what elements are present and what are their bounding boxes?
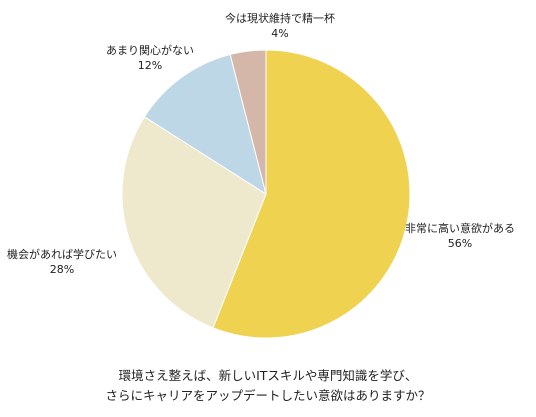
slice-value-label-1: 28%	[50, 263, 74, 276]
pie-slice-1	[121, 116, 267, 329]
pie-slice-3	[229, 49, 267, 195]
pie-labels: 非常に高い意欲がある 56% 機会があれば学びたい 28% あまり関心がない 12% 今は現…	[7, 11, 515, 276]
slice-label-2: あまり関心がない	[106, 43, 194, 57]
slice-label-0: 非常に高い意欲がある	[405, 221, 515, 235]
chart-title: 環境さえ整えば、新しいITスキルや専門知識を学び、 さらにキャリアをアップデート…	[0, 366, 536, 406]
pie-chart: 非常に高い意欲がある 56% 機会があれば学びたい 28% あまり関心がない 12% 今は現…	[7, 11, 515, 339]
chart-title-line-2: さらにキャリアをアップデートしたい意欲はありますか？	[105, 388, 431, 403]
pie-slice-0	[212, 49, 411, 339]
pie-slice-2	[143, 53, 267, 196]
pie-slices	[121, 49, 411, 339]
slice-label-1: 機会があれば学びたい	[7, 247, 117, 261]
slice-value-label-2: 12%	[138, 59, 162, 72]
chart-title-line-1: 環境さえ整えば、新しいITスキルや専門知識を学び、	[118, 368, 418, 383]
slice-value-label-0: 56%	[448, 237, 472, 250]
slice-label-3: 今は現状維持で精一杯	[225, 11, 335, 25]
slice-value-label-3: 4%	[271, 27, 288, 40]
